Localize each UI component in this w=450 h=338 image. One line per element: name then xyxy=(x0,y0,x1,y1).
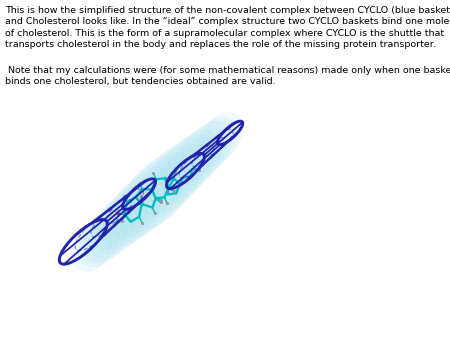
Text: Note that my calculations were (for some mathematical reasons) made only when on: Note that my calculations were (for some… xyxy=(5,66,450,87)
Text: This is how the simplified structure of the non-covalent complex between CYCLO (: This is how the simplified structure of … xyxy=(5,6,450,49)
Ellipse shape xyxy=(77,218,119,267)
Ellipse shape xyxy=(99,193,147,250)
Ellipse shape xyxy=(167,134,216,192)
Ellipse shape xyxy=(195,117,237,166)
Ellipse shape xyxy=(153,143,205,204)
Ellipse shape xyxy=(160,139,210,198)
Ellipse shape xyxy=(181,125,226,179)
Ellipse shape xyxy=(115,174,168,237)
Ellipse shape xyxy=(146,147,199,210)
Ellipse shape xyxy=(104,186,154,245)
Ellipse shape xyxy=(189,121,232,173)
Ellipse shape xyxy=(175,130,221,185)
Ellipse shape xyxy=(110,180,161,241)
Ellipse shape xyxy=(202,113,243,160)
Ellipse shape xyxy=(140,151,194,217)
Ellipse shape xyxy=(88,205,133,259)
Ellipse shape xyxy=(132,156,189,223)
Ellipse shape xyxy=(126,161,182,228)
Ellipse shape xyxy=(94,199,140,254)
Ellipse shape xyxy=(72,224,112,271)
Ellipse shape xyxy=(121,167,175,233)
Ellipse shape xyxy=(83,211,126,263)
